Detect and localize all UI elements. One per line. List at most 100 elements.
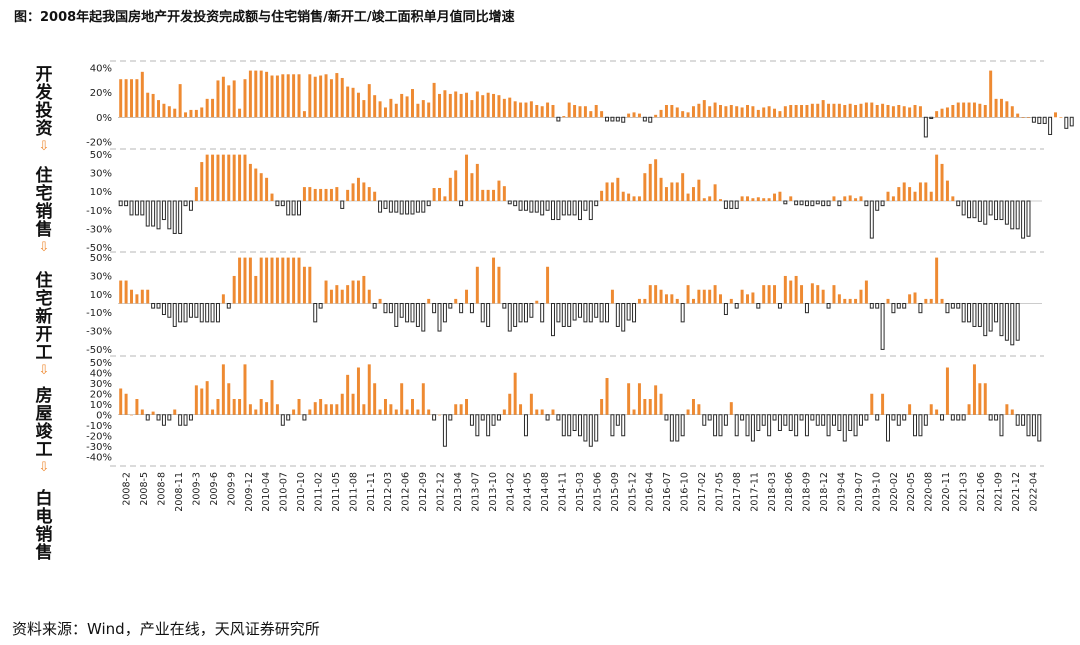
bar-negative	[513, 200, 518, 207]
bar-positive	[470, 100, 474, 118]
y-tick-label: -10%	[86, 421, 112, 432]
bar-negative	[853, 414, 858, 437]
bar-positive	[259, 173, 263, 201]
bar-negative	[886, 414, 890, 442]
bar-positive	[308, 266, 312, 304]
bar-negative	[1021, 200, 1026, 239]
bar-negative	[459, 200, 464, 207]
bar-negative	[988, 303, 993, 332]
bar-positive	[691, 298, 695, 304]
bar-positive	[659, 109, 663, 118]
bar-positive	[945, 107, 949, 118]
bar-positive	[729, 402, 733, 415]
bar-positive	[740, 289, 744, 304]
bar-positive	[400, 383, 404, 415]
bar-negative	[561, 414, 566, 437]
bar-negative	[394, 200, 399, 213]
bar-positive	[335, 187, 339, 201]
bar-negative	[432, 414, 437, 421]
y-tick-label: 30%	[90, 169, 112, 180]
bar-positive	[421, 100, 425, 118]
bar-positive	[886, 191, 890, 201]
bar-positive	[773, 285, 777, 304]
bar-positive	[1054, 112, 1057, 118]
bar-negative	[394, 303, 399, 327]
bar-positive	[832, 103, 836, 118]
y-tick-label: 40%	[90, 368, 112, 379]
bar-negative	[286, 414, 291, 421]
bar-positive	[535, 300, 539, 304]
bar-positive	[848, 103, 852, 118]
bar-negative	[496, 414, 501, 421]
bar-positive	[302, 187, 306, 201]
bar-positive	[194, 109, 198, 118]
bar-positive	[465, 92, 469, 118]
bar-positive	[697, 103, 701, 118]
bar-negative	[540, 303, 545, 323]
side-label-char: 发	[35, 82, 54, 103]
bar-positive	[373, 95, 377, 118]
bar-positive	[616, 177, 620, 201]
bar-negative	[648, 116, 653, 123]
x-tick-label: 2013-07	[470, 472, 481, 512]
bar-negative	[858, 414, 863, 426]
bar-negative	[610, 414, 615, 437]
y-tick-label: 20%	[90, 88, 112, 99]
bar-positive	[810, 283, 814, 304]
bar-positive	[897, 105, 901, 118]
bar-negative	[1015, 414, 1020, 426]
bar-positive	[773, 108, 777, 118]
bar-positive	[238, 257, 242, 304]
bar-positive	[935, 154, 939, 201]
bar-positive	[238, 154, 242, 201]
bar-negative	[615, 116, 620, 122]
bar-positive	[367, 289, 371, 304]
bar-positive	[972, 102, 976, 118]
bar-negative	[1064, 116, 1069, 129]
y-tick-label: -20%	[86, 137, 112, 148]
bar-negative	[421, 200, 426, 213]
bar-negative	[215, 303, 220, 323]
x-tick-label: 2011-02	[313, 472, 324, 512]
bar-positive	[135, 399, 139, 415]
down-arrow-icon: ⇩	[39, 240, 50, 255]
x-tick-label: 2008-5	[139, 472, 150, 506]
bar-positive	[454, 170, 458, 201]
bar-positive	[492, 257, 496, 304]
side-label-char: 资	[36, 118, 53, 139]
bar-negative	[550, 200, 555, 221]
bar-positive	[881, 103, 885, 118]
bar-negative	[161, 414, 166, 426]
bar-positive	[524, 102, 528, 118]
bar-positive	[729, 298, 733, 304]
x-tick-label: 2018-12	[819, 472, 830, 512]
bar-positive	[783, 275, 787, 304]
bar-negative	[529, 303, 534, 318]
x-tick-label: 2014-11	[558, 472, 569, 512]
bar-positive	[967, 102, 971, 118]
bar-negative	[1031, 414, 1036, 437]
bar-negative	[178, 303, 183, 323]
bar-positive	[978, 103, 982, 118]
bar-positive	[351, 87, 355, 118]
bar-negative	[804, 200, 809, 207]
bar-negative	[999, 414, 1004, 437]
bar-positive	[454, 91, 458, 118]
bar-positive	[1010, 106, 1014, 118]
bar-negative	[902, 303, 907, 309]
bar-negative	[664, 414, 669, 421]
bar-positive	[610, 182, 614, 201]
bar-positive	[124, 280, 128, 304]
bar-negative	[734, 414, 739, 437]
bar-positive	[119, 79, 123, 118]
bar-positive	[167, 106, 171, 118]
bar-positive	[319, 399, 323, 415]
bar-negative	[480, 414, 485, 421]
bar-negative	[642, 116, 647, 122]
bar-positive	[302, 111, 306, 118]
x-tick-label: 2018-09	[802, 472, 813, 512]
bar-negative	[1026, 200, 1031, 237]
bar-negative	[151, 303, 156, 309]
bar-positive	[686, 409, 690, 415]
bar-positive	[411, 89, 414, 118]
